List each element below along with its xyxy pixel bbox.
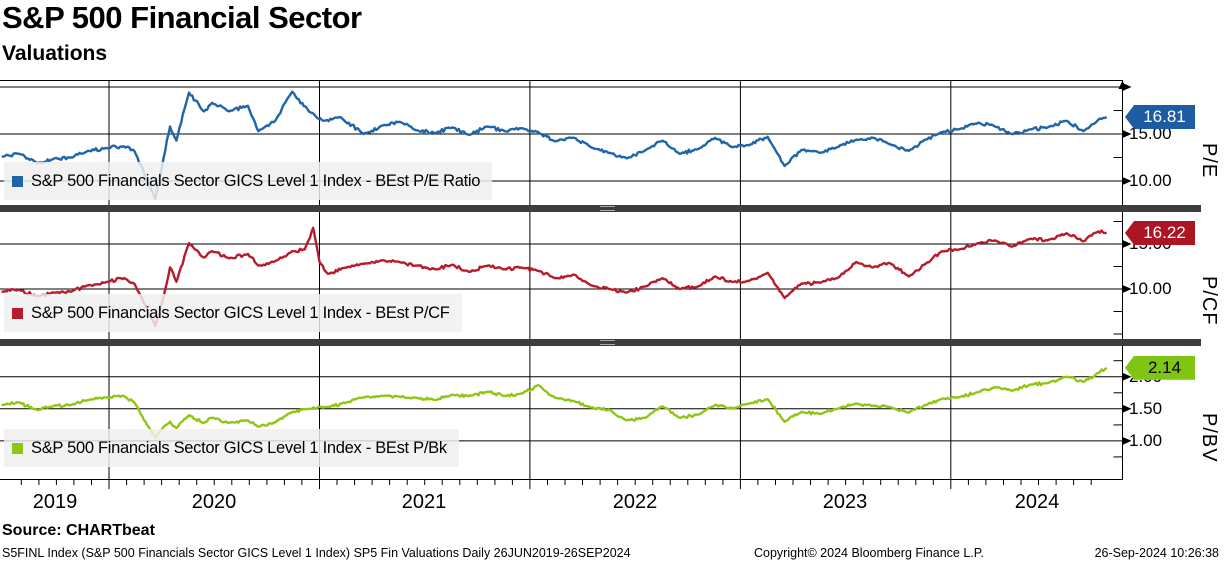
- legend-label-pbv: S&P 500 Financials Sector GICS Level 1 I…: [31, 438, 447, 457]
- panel-separator-2[interactable]: [0, 339, 1201, 346]
- separator-grip-icon[interactable]: [600, 340, 615, 345]
- chart-subtitle: Valuations: [2, 42, 108, 65]
- legend-pe[interactable]: S&P 500 Financials Sector GICS Level 1 I…: [4, 162, 493, 200]
- source-label: Source: CHARTbeat: [2, 522, 155, 539]
- x-tick-label-2019: 2019: [32, 491, 78, 513]
- y-tick-label: 1.00: [1129, 430, 1163, 450]
- axis-title-pcf: P/CF: [1198, 275, 1220, 326]
- legend-pcf[interactable]: S&P 500 Financials Sector GICS Level 1 I…: [4, 294, 462, 332]
- last-value-tag-pe: 16.81: [1125, 104, 1195, 129]
- separator-grip-icon[interactable]: [600, 206, 615, 211]
- x-axis-ticks: [20, 480, 1092, 489]
- legend-label-pe: S&P 500 Financials Sector GICS Level 1 I…: [31, 171, 481, 190]
- chart-title: S&P 500 Financial Sector: [2, 0, 362, 35]
- y-tick-label: 10.00: [1129, 171, 1172, 191]
- legend-swatch-pbv: [12, 442, 23, 454]
- legend-pbv[interactable]: S&P 500 Financials Sector GICS Level 1 I…: [4, 429, 459, 467]
- last-value-tag-pcf: 16.22: [1125, 221, 1195, 246]
- axis-title-pbv: P/BV: [1198, 413, 1220, 463]
- panel-plot-pe[interactable]: [0, 80, 1224, 205]
- x-tick-label-2020: 2020: [191, 491, 237, 513]
- y-tick-label: 1.50: [1129, 398, 1163, 418]
- legend-label-pcf: S&P 500 Financials Sector GICS Level 1 I…: [31, 303, 450, 322]
- y-tick-label: 10.00: [1129, 278, 1172, 298]
- x-tick-label-2024: 2024: [1014, 491, 1060, 513]
- panel-separator-1[interactable]: [0, 205, 1201, 212]
- x-tick-label-2022: 2022: [612, 491, 658, 513]
- axis-title-pe: P/E: [1198, 142, 1220, 178]
- last-value-tag-pbv: 2.14: [1125, 355, 1195, 380]
- x-tick-label-2023: 2023: [822, 491, 868, 513]
- legend-swatch-pcf: [12, 307, 23, 319]
- x-tick-label-2021: 2021: [401, 491, 447, 513]
- footer-description: S5FINL Index (S&P 500 Financials Sector …: [2, 546, 631, 560]
- panel-plot-pcf[interactable]: [0, 212, 1224, 339]
- footer-timestamp: 26-Sep-2024 10:26:38: [1094, 546, 1219, 560]
- footer-copyright: Copyright© 2024 Bloomberg Finance L.P.: [754, 546, 984, 560]
- legend-swatch-pe: [12, 175, 23, 187]
